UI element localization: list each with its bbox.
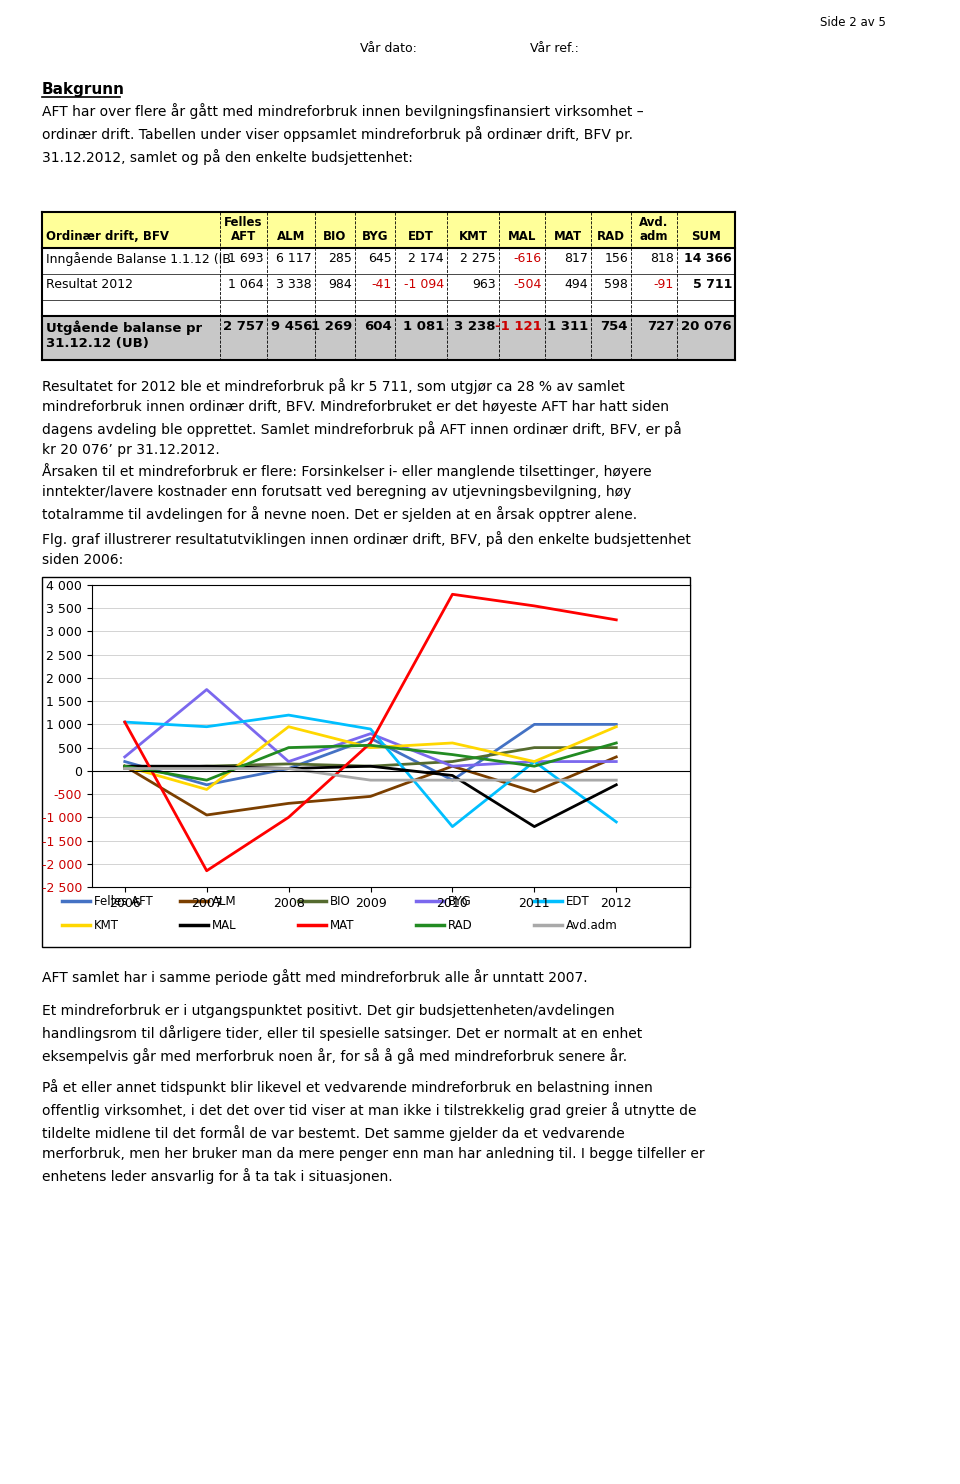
Text: -91: -91	[654, 278, 674, 291]
Text: 9 456: 9 456	[271, 321, 312, 332]
Text: ALM: ALM	[212, 895, 236, 908]
Text: 1 693: 1 693	[228, 252, 264, 266]
Text: EDT: EDT	[566, 895, 589, 908]
Text: Side 2 av 5: Side 2 av 5	[820, 16, 886, 30]
Text: MAT: MAT	[330, 919, 354, 932]
Text: 598: 598	[604, 278, 628, 291]
Text: På et eller annet tidspunkt blir likevel et vedvarende mindreforbruk en belastni: På et eller annet tidspunkt blir likevel…	[42, 1079, 705, 1184]
Text: Ordinær drift, BFV: Ordinær drift, BFV	[46, 230, 169, 243]
Text: 817: 817	[564, 252, 588, 266]
Text: 494: 494	[564, 278, 588, 291]
Text: Utgående balanse pr
31.12.12 (UB): Utgående balanse pr 31.12.12 (UB)	[46, 321, 203, 350]
Text: Resultat 2012: Resultat 2012	[46, 278, 133, 291]
Text: 6 117: 6 117	[276, 252, 312, 266]
Text: 2 757: 2 757	[223, 321, 264, 332]
Text: ALM: ALM	[276, 230, 305, 243]
Text: Felles AFT: Felles AFT	[94, 895, 153, 908]
Text: -41: -41	[372, 278, 392, 291]
Text: 2 275: 2 275	[460, 252, 496, 266]
Text: -1 121: -1 121	[495, 321, 542, 332]
Text: BYG: BYG	[362, 230, 388, 243]
Text: AFT samlet har i samme periode gått med mindreforbruk alle år unntatt 2007.: AFT samlet har i samme periode gått med …	[42, 969, 588, 985]
Text: Årsaken til et mindreforbruk er flere: Forsinkelser i- eller manglende tilsettin: Årsaken til et mindreforbruk er flere: F…	[42, 463, 652, 522]
Text: -1 094: -1 094	[404, 278, 444, 291]
Text: 727: 727	[647, 321, 674, 332]
Text: 1 081: 1 081	[402, 321, 444, 332]
Text: 604: 604	[364, 321, 392, 332]
Text: 2 174: 2 174	[408, 252, 444, 266]
Text: 645: 645	[369, 252, 392, 266]
Text: 1 269: 1 269	[311, 321, 352, 332]
Text: KMT: KMT	[459, 230, 488, 243]
Text: 1 064: 1 064	[228, 278, 264, 291]
Text: EDT: EDT	[408, 230, 434, 243]
Text: AFT har over flere år gått med mindreforbruk innen bevilgningsfinansiert virksom: AFT har over flere år gått med mindrefor…	[42, 102, 643, 165]
Text: 5 711: 5 711	[692, 278, 732, 291]
Text: 285: 285	[328, 252, 352, 266]
Text: -504: -504	[514, 278, 542, 291]
Text: BIO: BIO	[330, 895, 350, 908]
Text: Resultatet for 2012 ble et mindreforbruk på kr 5 711, som utgjør ca 28 % av saml: Resultatet for 2012 ble et mindreforbruk…	[42, 378, 682, 457]
Text: SUM: SUM	[691, 230, 721, 243]
Text: 156: 156	[604, 252, 628, 266]
Text: adm: adm	[639, 230, 668, 243]
Text: RAD: RAD	[597, 230, 625, 243]
Text: Et mindreforbruk er i utgangspunktet positivt. Det gir budsjettenheten/avdelinge: Et mindreforbruk er i utgangspunktet pos…	[42, 1005, 642, 1064]
Text: 1 311: 1 311	[547, 321, 588, 332]
Text: Vår dato:: Vår dato:	[360, 42, 417, 55]
Text: AFT: AFT	[230, 230, 256, 243]
Text: 818: 818	[650, 252, 674, 266]
Bar	[42, 212, 735, 248]
Text: BYG: BYG	[448, 895, 471, 908]
Text: 963: 963	[472, 278, 496, 291]
Text: 984: 984	[328, 278, 352, 291]
Bar	[42, 316, 735, 361]
Bar	[42, 577, 690, 947]
Text: 14 366: 14 366	[684, 252, 732, 266]
Text: Avd.: Avd.	[639, 217, 669, 229]
Text: MAL: MAL	[508, 230, 537, 243]
Text: MAT: MAT	[554, 230, 582, 243]
Text: Flg. graf illustrerer resultatutviklingen innen ordinær drift, BFV, på den enkel: Flg. graf illustrerer resultatutviklinge…	[42, 531, 691, 567]
Text: Avd.adm: Avd.adm	[566, 919, 617, 932]
Text: Felles: Felles	[225, 217, 263, 229]
Text: BIO: BIO	[324, 230, 347, 243]
Text: MAL: MAL	[212, 919, 236, 932]
Text: -616: -616	[514, 252, 542, 266]
Text: 3 338: 3 338	[276, 278, 312, 291]
Text: 20 076: 20 076	[682, 321, 732, 332]
Text: Inngående Balanse 1.1.12 (IB: Inngående Balanse 1.1.12 (IB	[46, 252, 230, 266]
Text: 754: 754	[601, 321, 628, 332]
Text: KMT: KMT	[94, 919, 119, 932]
Text: Bakgrunn: Bakgrunn	[42, 82, 125, 96]
Text: Vår ref.:: Vår ref.:	[530, 42, 579, 55]
Text: 3 238: 3 238	[454, 321, 496, 332]
Text: RAD: RAD	[448, 919, 472, 932]
